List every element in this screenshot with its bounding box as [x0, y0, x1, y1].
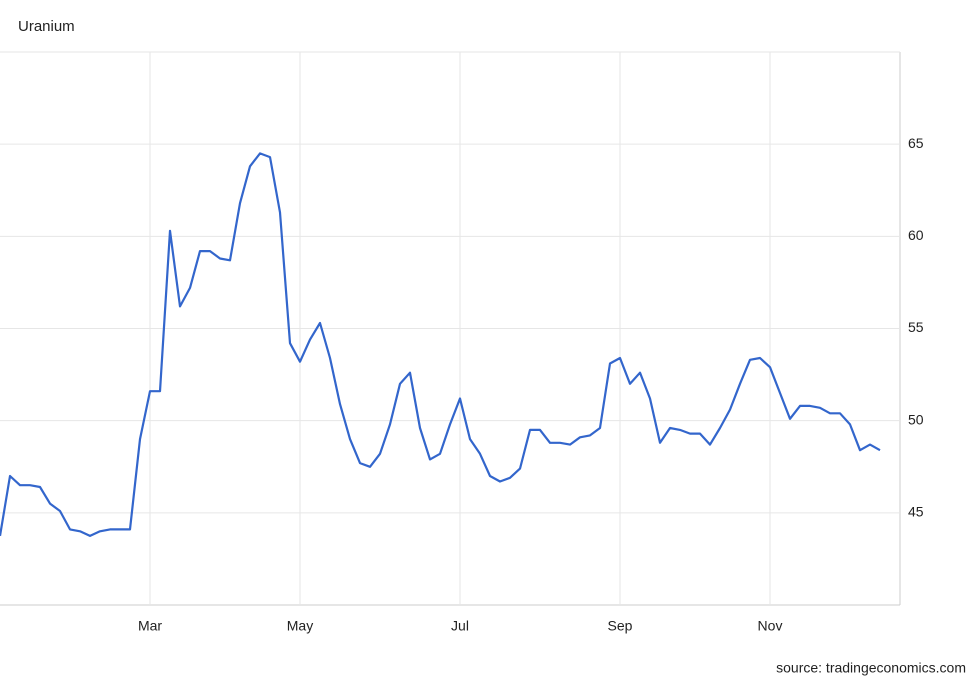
chart-title: Uranium [18, 18, 75, 35]
x-tick-label: Jul [451, 618, 469, 634]
y-tick-label: 45 [908, 504, 924, 520]
y-tick-label: 60 [908, 227, 924, 243]
x-tick-label: Nov [758, 618, 783, 634]
y-tick-label: 55 [908, 319, 924, 335]
y-tick-label: 50 [908, 411, 924, 427]
x-tick-label: Sep [608, 618, 633, 634]
x-tick-label: Mar [138, 618, 162, 634]
price-line [0, 152, 881, 537]
y-tick-label: 65 [908, 135, 924, 151]
source: source: tradingeconomics.com [776, 660, 966, 676]
x-tick-label: May [287, 618, 313, 634]
